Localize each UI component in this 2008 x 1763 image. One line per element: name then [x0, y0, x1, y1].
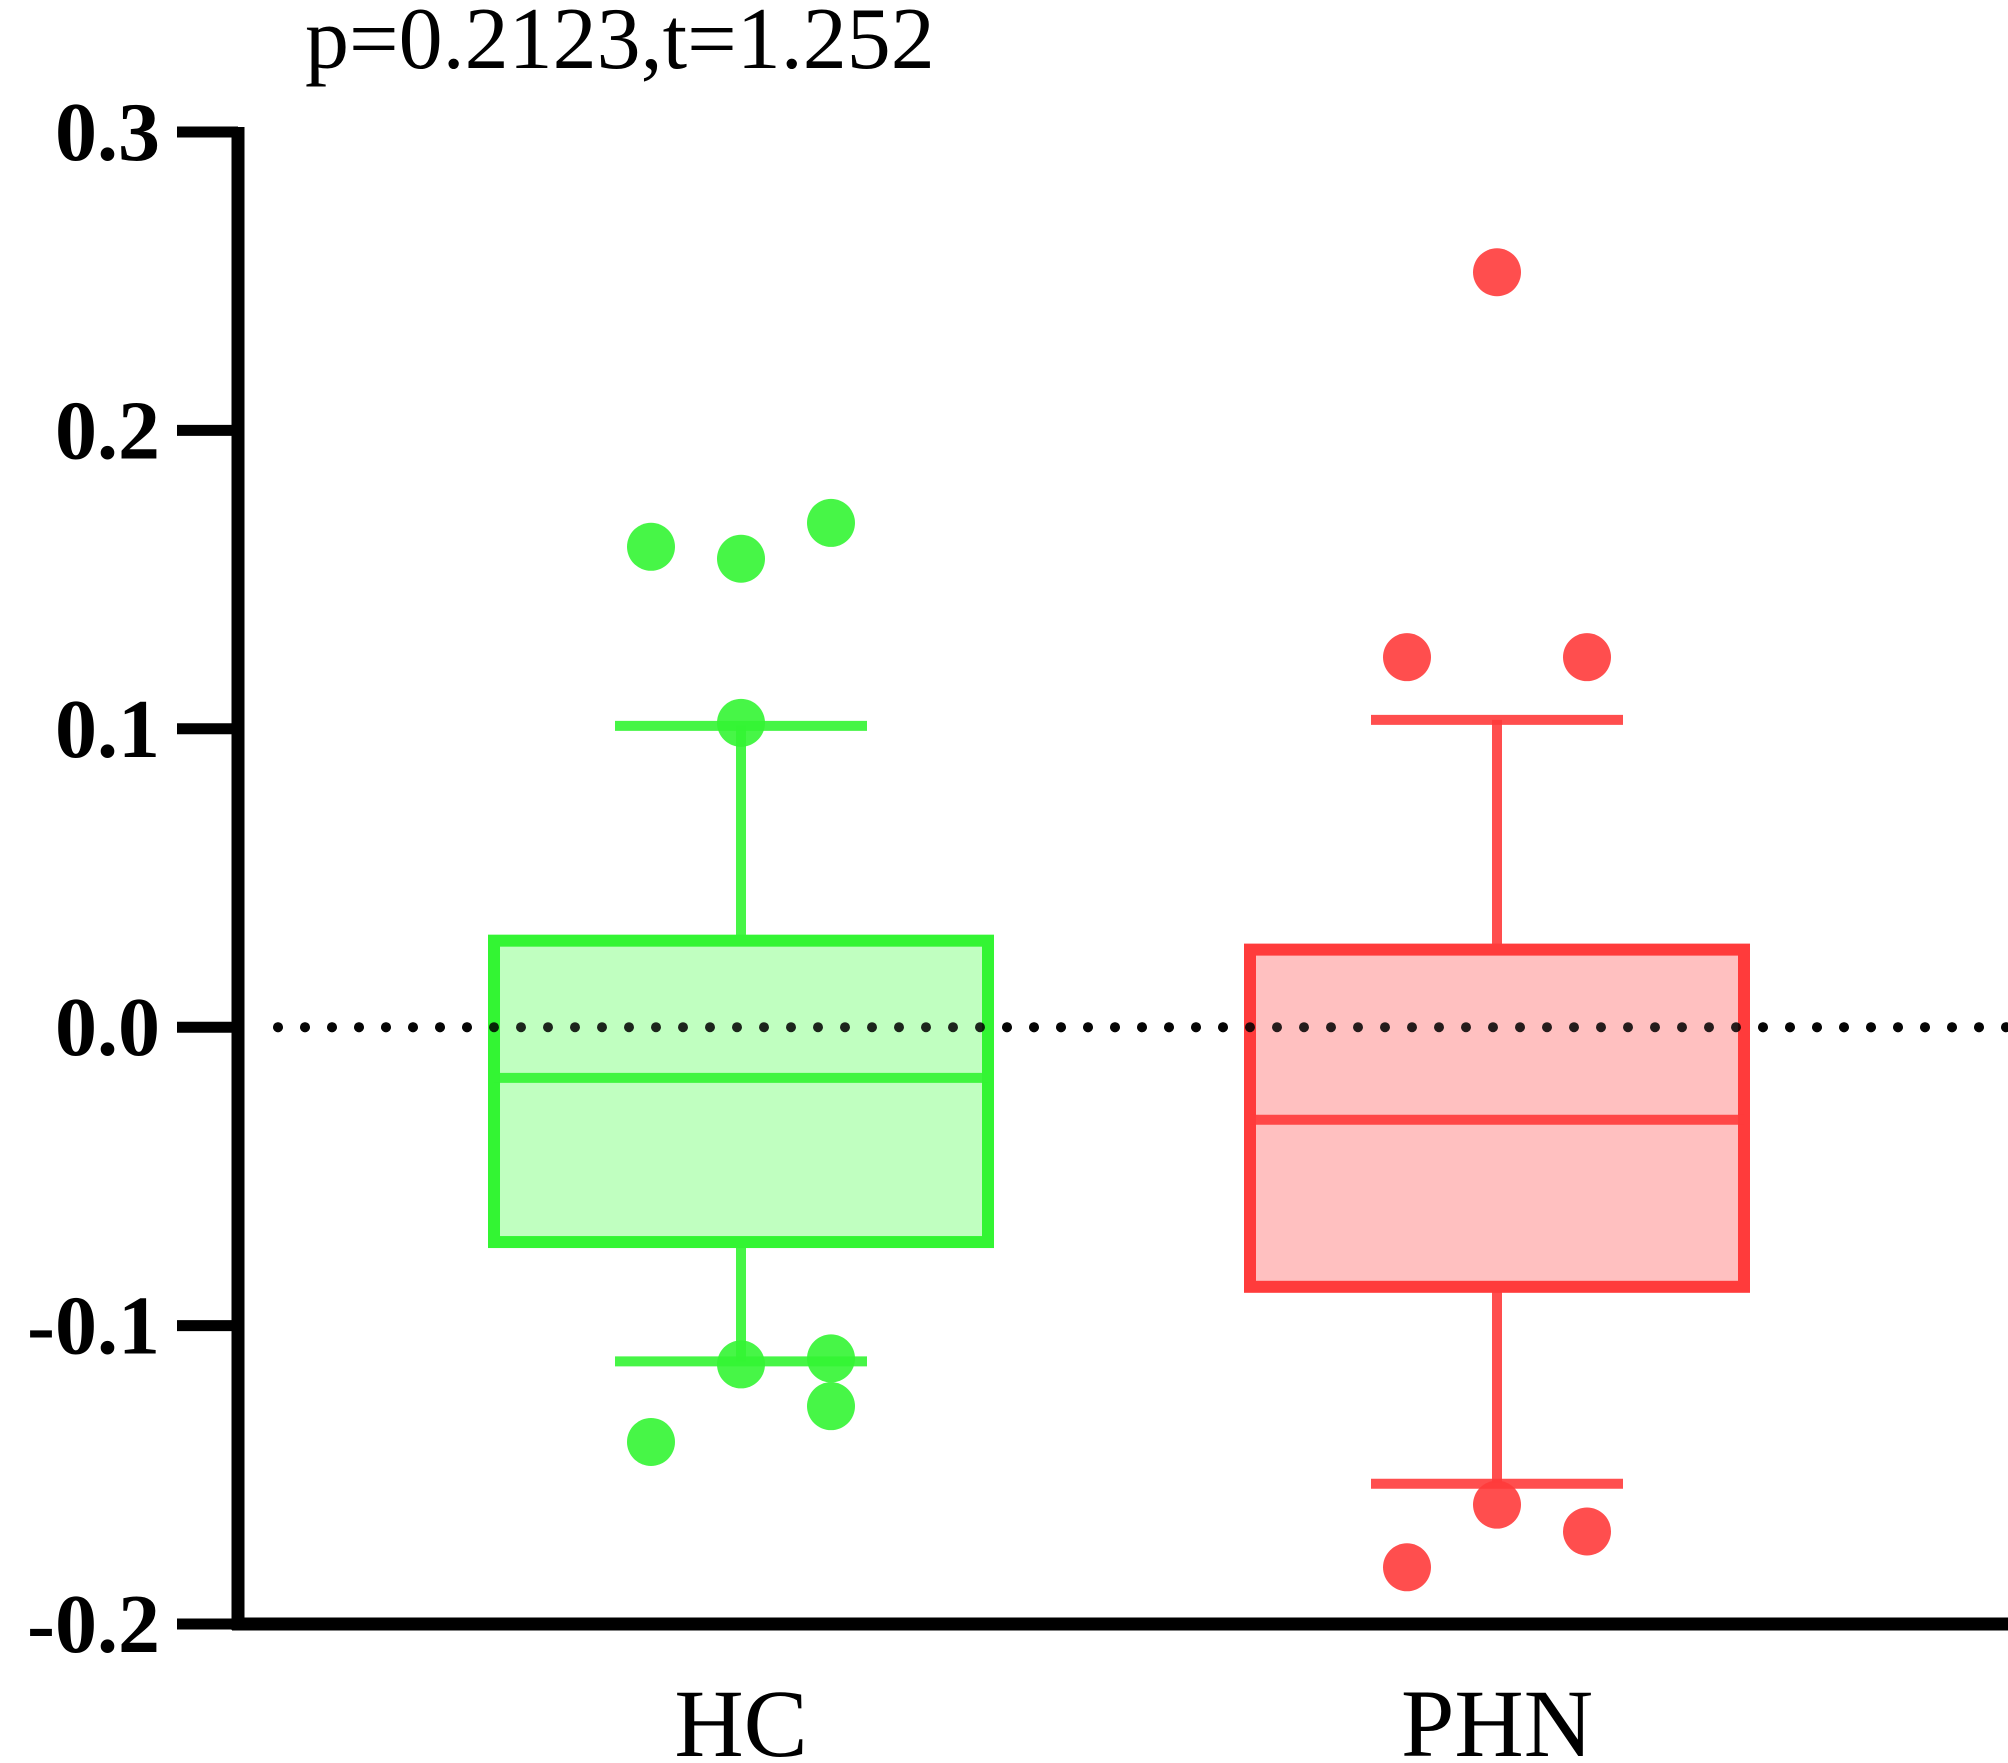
- data-point: [717, 698, 765, 747]
- data-point: [627, 522, 675, 571]
- x-tick-label: PHN: [1401, 1670, 1593, 1763]
- data-point: [1383, 1543, 1431, 1592]
- box: [488, 934, 994, 1249]
- y-tick-label: 0.1: [55, 683, 160, 776]
- chart-title: p=0.2123,t=1.252: [305, 0, 935, 88]
- data-point: [717, 1340, 765, 1389]
- data-point: [807, 1382, 855, 1431]
- data-point: [717, 534, 765, 583]
- data-point: [1383, 633, 1431, 682]
- data-point: [1473, 248, 1521, 297]
- y-tick-label: 0.2: [55, 384, 160, 477]
- data-point: [807, 1334, 855, 1383]
- x-tick-label: HC: [674, 1670, 807, 1763]
- data-point: [1563, 1507, 1611, 1556]
- data-point: [627, 1417, 675, 1466]
- y-tick-label: 0.3: [55, 86, 160, 179]
- y-tick-label: -0.2: [27, 1578, 160, 1671]
- data-point: [1563, 633, 1611, 682]
- y-tick-label: -0.1: [27, 1280, 160, 1373]
- data-point: [1473, 1480, 1521, 1529]
- y-tick-label: 0.0: [55, 981, 160, 1074]
- data-point: [807, 498, 855, 547]
